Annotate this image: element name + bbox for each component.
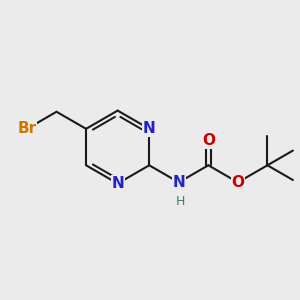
Text: N: N (172, 175, 185, 190)
Text: N: N (143, 121, 156, 136)
Text: Br: Br (17, 121, 37, 136)
Text: N: N (111, 176, 124, 191)
Text: O: O (202, 133, 215, 148)
Text: H: H (175, 195, 184, 208)
Text: O: O (231, 175, 244, 190)
